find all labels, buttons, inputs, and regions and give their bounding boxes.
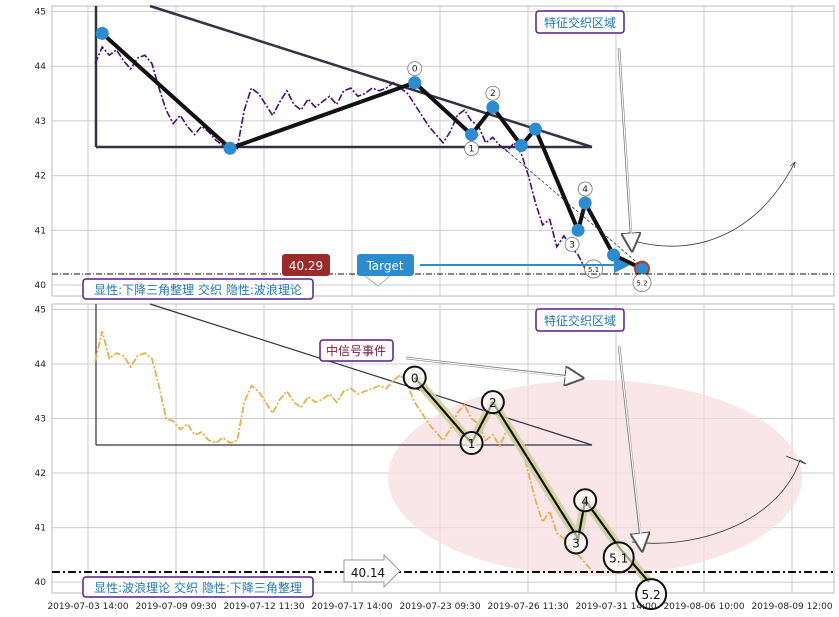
wave-label-circle (635, 578, 668, 611)
y-tick-label: 40 (35, 281, 47, 291)
wave-label-text: 4 (581, 494, 589, 508)
bottom-wave-path: 0 1 2 3 4 5.1 5.2 (402, 365, 668, 611)
wave-label-circle (407, 61, 423, 77)
bottom-region-ellipse (388, 380, 802, 576)
wave-label-text: 5.1 (609, 551, 628, 565)
wave-point-marker (578, 196, 592, 210)
top-panel: 40 41 42 43 44 45 0 1 2 3 4 5.1 5.2 40.29 Target (35, 4, 835, 300)
bottom-price-badge-text: 40.14 (351, 566, 385, 580)
x-tick-label: 2019-07-26 11:30 (487, 602, 568, 612)
wave-label-circle (459, 431, 484, 456)
bottom-region-label-text: 特征交织区域 (544, 313, 616, 328)
bottom-signal-arrow-inner (405, 357, 579, 379)
y-tick-label: 40 (35, 578, 47, 588)
bottom-triangle-resistance (149, 303, 593, 446)
price-series-line (94, 45, 593, 270)
bottom-y-ticks: 40 41 42 43 44 45 (35, 305, 47, 588)
y-tick-label: 42 (35, 469, 46, 479)
wave-label-text: 2 (489, 396, 497, 410)
x-tick-label: 2019-07-03 14:00 (47, 602, 128, 612)
y-tick-label: 42 (35, 172, 46, 182)
x-axis-ticks: 2019-07-03 14:00 2019-07-09 09:30 2019-07-… (47, 602, 832, 612)
wave-label-circle (564, 530, 589, 555)
wave-point-marker (514, 139, 528, 153)
wave-label-circle (564, 236, 580, 252)
x-tick-label: 2019-07-12 11:30 (223, 602, 304, 612)
x-tick-label: 2019-07-17 14:00 (311, 602, 392, 612)
y-tick-label: 43 (35, 117, 46, 127)
y-tick-label: 44 (35, 62, 47, 72)
top-grid (52, 6, 834, 296)
x-tick-label: 2019-07-09 09:30 (135, 602, 216, 612)
top-price-badge: 40.29 (282, 254, 330, 276)
bottom-region-arrow-inner (618, 345, 643, 547)
bottom-footer-label: 显性:波浪理论 交织 隐性:下降三角整理 (82, 576, 314, 598)
bottom-projection-arc (631, 455, 807, 544)
x-tick-label: 2019-07-23 09:30 (399, 602, 480, 612)
wave-label-text: 5.2 (642, 588, 661, 602)
wave-label-text: 0 (412, 65, 418, 75)
top-region-label: 特征交织区域 (535, 10, 625, 34)
y-tick-label: 41 (35, 524, 46, 534)
wave-point-marker (95, 26, 109, 40)
bottom-signal-label: 中信号事件 (319, 339, 394, 362)
wave-label-text: 0 (411, 372, 419, 386)
top-trend-dashed (499, 144, 641, 266)
top-price-badge-text: 40.29 (289, 259, 323, 273)
wave-point-marker (528, 122, 542, 136)
x-tick-label: 2019-08-09 12:00 (751, 602, 832, 612)
x-tick-label: 2019-07-31 14:00 (575, 602, 656, 612)
wave-label-circle (402, 365, 427, 390)
y-tick-label: 44 (35, 360, 47, 370)
bottom-region-label: 特征交织区域 (535, 308, 625, 332)
wave-label-circle (480, 390, 505, 415)
top-y-ticks: 40 41 42 43 44 45 (35, 7, 47, 291)
wave-label-text: 3 (572, 536, 580, 550)
wave-label-text: 3 (569, 240, 575, 250)
wave-label-text: 1 (468, 437, 476, 451)
top-footer-label-text: 显性:下降三角整理 交织 隐性:波浪理论 (94, 282, 302, 297)
wave-label-text: 5.2 (636, 280, 647, 288)
top-triangle-resistance (149, 4, 593, 149)
top-projection-arc (629, 162, 795, 247)
y-tick-label: 41 (35, 226, 46, 236)
wave-label-text: 2 (490, 89, 496, 99)
top-region-arrow-inner (618, 47, 633, 247)
wave-label-circle (577, 181, 593, 197)
y-tick-label: 45 (35, 7, 46, 17)
top-plot-frame (51, 5, 835, 297)
bottom-footer-label-text: 显性:波浪理论 交织 隐性:下降三角整理 (94, 580, 302, 595)
wave-label-circle (485, 85, 501, 101)
wave-point-marker (571, 223, 585, 237)
wave-label-text: 1 (469, 145, 475, 155)
top-price-series (94, 45, 593, 270)
target-badge: Target (357, 254, 414, 287)
bottom-panel: 40 41 42 43 44 45 0 1 2 3 4 5.1 5.2 40.14 中信号事件 (35, 303, 835, 611)
target-badge-text: Target (365, 259, 403, 273)
top-region-label-text: 特征交织区域 (544, 15, 616, 30)
wave-label-text: 4 (582, 185, 588, 195)
wave-point-marker (486, 100, 500, 114)
wave-label-circle (573, 488, 598, 513)
top-footer-label: 显性:下降三角整理 交织 隐性:波浪理论 (82, 278, 314, 300)
wave-point-marker (223, 141, 237, 155)
wave-label-circle (464, 141, 479, 156)
top-wave-path: 0 1 2 3 4 5.1 5.2 (95, 26, 652, 293)
x-tick-label: 2019-08-06 10:00 (663, 602, 744, 612)
wave-point-marker (607, 248, 621, 262)
wave-label-text: 5.1 (588, 266, 599, 274)
y-tick-label: 43 (35, 415, 46, 425)
wave-point-marker (408, 76, 422, 90)
wave-point-marker (465, 128, 479, 142)
y-tick-label: 45 (35, 305, 46, 315)
bottom-signal-label-text: 中信号事件 (326, 343, 386, 358)
bottom-price-badge: 40.14 (343, 553, 401, 589)
wave-label-circle (632, 273, 652, 293)
